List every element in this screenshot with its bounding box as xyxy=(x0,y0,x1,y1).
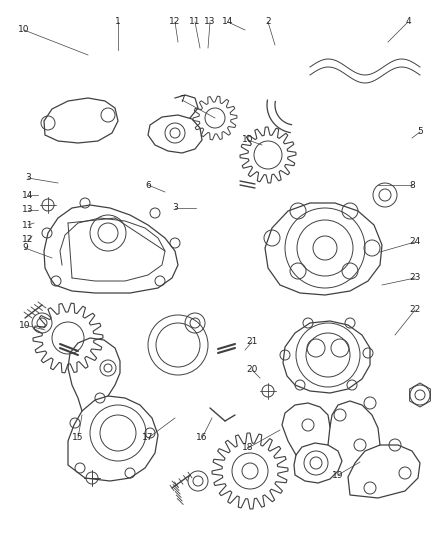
Text: 10: 10 xyxy=(19,320,31,329)
Text: 8: 8 xyxy=(409,181,415,190)
Text: 3: 3 xyxy=(172,204,178,213)
Text: 9: 9 xyxy=(22,244,28,253)
Text: 7: 7 xyxy=(179,95,185,104)
Text: 10: 10 xyxy=(18,26,30,35)
Text: 16: 16 xyxy=(196,433,208,442)
Text: 23: 23 xyxy=(410,273,420,282)
Text: 13: 13 xyxy=(22,206,34,214)
Text: 11: 11 xyxy=(22,221,34,230)
Text: 12: 12 xyxy=(22,236,34,245)
Text: 6: 6 xyxy=(145,181,151,190)
Text: 4: 4 xyxy=(405,18,411,27)
Text: 22: 22 xyxy=(410,305,420,314)
Text: 15: 15 xyxy=(72,433,84,442)
Text: 14: 14 xyxy=(223,18,234,27)
Text: 13: 13 xyxy=(204,18,216,27)
Text: 3: 3 xyxy=(25,174,31,182)
Text: 18: 18 xyxy=(242,443,254,453)
Text: 24: 24 xyxy=(410,238,420,246)
Text: 17: 17 xyxy=(142,433,154,442)
Text: 2: 2 xyxy=(265,18,271,27)
Text: 19: 19 xyxy=(332,471,344,480)
Text: 20: 20 xyxy=(246,366,258,375)
Text: 5: 5 xyxy=(417,127,423,136)
Text: 10: 10 xyxy=(242,135,254,144)
Text: 1: 1 xyxy=(115,18,121,27)
Text: 21: 21 xyxy=(246,337,258,346)
Text: 14: 14 xyxy=(22,190,34,199)
Text: 12: 12 xyxy=(170,18,181,27)
Text: 11: 11 xyxy=(189,18,201,27)
